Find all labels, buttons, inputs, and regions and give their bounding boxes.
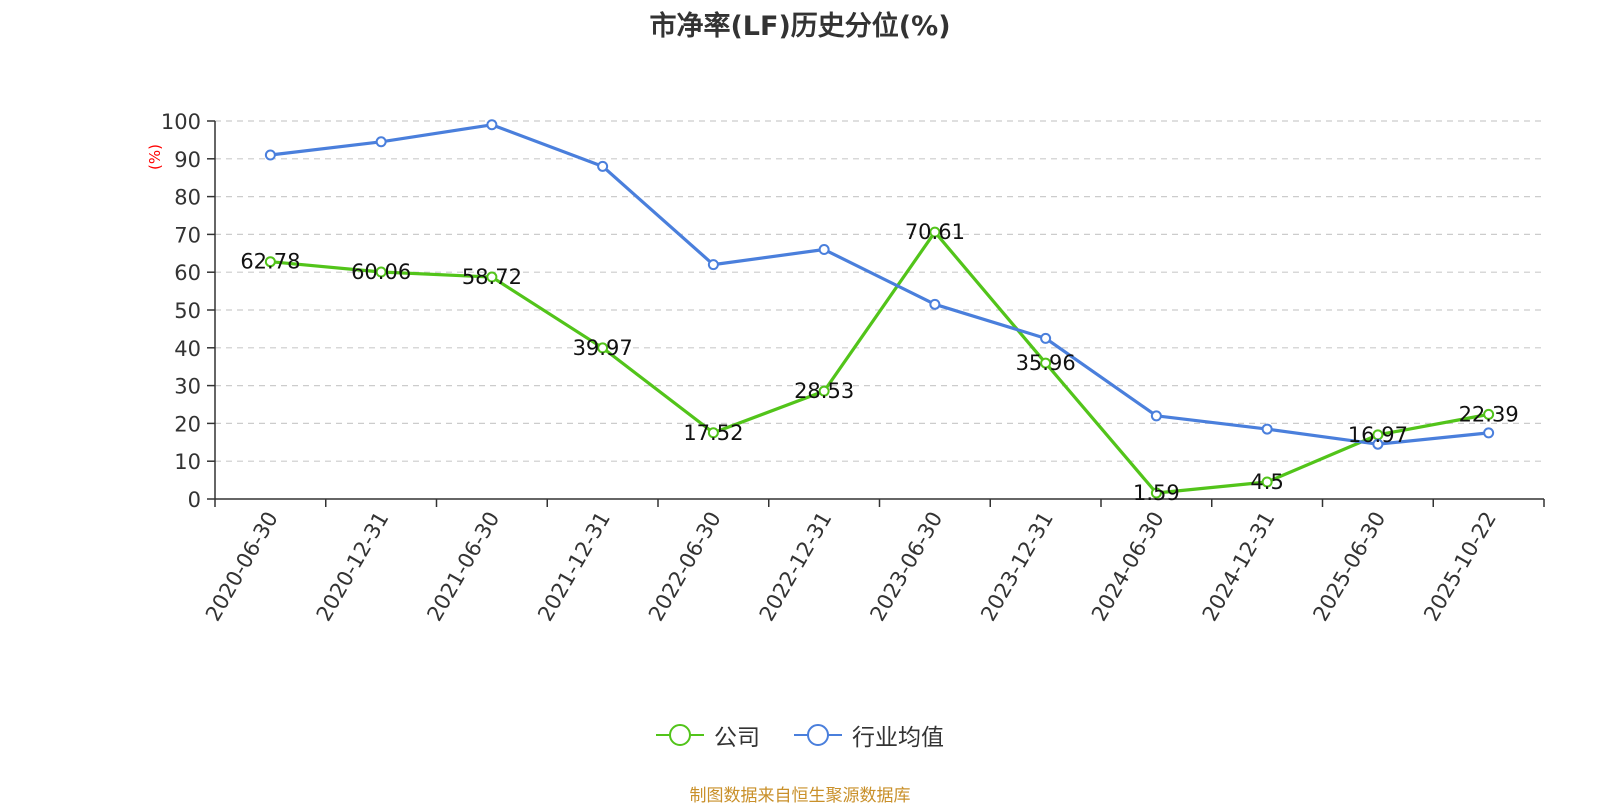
data-label: 62.78	[240, 250, 300, 274]
x-tick-label: 2022-06-30	[644, 508, 726, 626]
x-tick-label: 2024-06-30	[1087, 508, 1169, 626]
series-group	[264, 119, 1495, 499]
legend-marker-icon	[794, 724, 842, 746]
y-tick-label: 20	[174, 412, 201, 436]
y-tick-label: 30	[174, 375, 201, 399]
x-tick-label: 2025-06-30	[1308, 508, 1390, 626]
x-tick-label: 2025-10-22	[1419, 508, 1501, 626]
data-point	[929, 226, 941, 238]
data-point	[375, 266, 387, 278]
data-point	[1261, 423, 1273, 435]
y-tick-label: 100	[161, 110, 201, 134]
data-point	[707, 427, 719, 439]
y-tick-label: 50	[174, 299, 201, 323]
data-point	[264, 256, 276, 268]
x-tick-label: 2022-12-31	[755, 508, 837, 626]
x-tick-label: 2023-12-31	[976, 508, 1058, 626]
data-point	[1150, 487, 1162, 499]
x-tick-label: 2021-06-30	[422, 508, 504, 626]
data-point	[1040, 332, 1052, 344]
data-label: 58.72	[462, 265, 522, 289]
data-point	[486, 271, 498, 283]
data-label: 17.52	[683, 421, 743, 445]
data-point	[597, 160, 609, 172]
legend-marker-icon	[656, 724, 704, 746]
x-tick-label: 2024-12-31	[1198, 508, 1280, 626]
y-tick-label: 80	[174, 186, 201, 210]
data-point	[1372, 438, 1384, 450]
data-label: 70.61	[905, 220, 965, 244]
series-line	[270, 230, 1489, 495]
data-label: 35.96	[1016, 351, 1076, 375]
y-axis-label: (%)	[146, 144, 164, 170]
y-tick-label: 40	[174, 337, 201, 361]
data-labels: 62.78 60.06 58.72 39.97 17.52 28.53 70.61 35.96…	[240, 220, 1518, 505]
data-point	[597, 342, 609, 354]
legend-label: 行业均值	[852, 725, 944, 751]
data-label: 60.06	[351, 260, 411, 284]
data-point	[1150, 410, 1162, 422]
source-note: 制图数据来自恒生聚源数据库	[689, 786, 911, 806]
data-label: 22.39	[1459, 402, 1519, 426]
y-tick-label: 70	[174, 223, 201, 247]
series-line	[270, 123, 1489, 446]
axes: 0 10 20 30 40 50 60 70 80 90 100 2020-06-30 2020-12-…	[161, 110, 1545, 626]
data-point	[1483, 427, 1495, 439]
data-label: 39.97	[573, 336, 633, 360]
legend: 公司 行业均值	[0, 718, 1600, 752]
y-tick-label: 10	[174, 450, 201, 474]
data-point	[818, 385, 830, 397]
data-label: 16.97	[1348, 423, 1408, 447]
grid-lines	[215, 120, 1544, 462]
data-label: 1.59	[1133, 481, 1180, 505]
data-point	[486, 119, 498, 131]
data-point	[1483, 408, 1495, 420]
data-point	[1040, 357, 1052, 369]
x-tick-label: 2023-06-30	[865, 508, 947, 626]
data-point	[818, 244, 830, 256]
x-tick-label: 2020-06-30	[201, 508, 283, 626]
data-point	[375, 136, 387, 148]
chart-title: 市净率(LF)历史分位(%)	[649, 11, 951, 42]
data-point	[1261, 476, 1273, 488]
data-point	[929, 298, 941, 310]
data-label: 28.53	[794, 379, 854, 403]
y-tick-label: 90	[174, 148, 201, 172]
legend-item[interactable]: 公司	[656, 718, 760, 752]
legend-item[interactable]: 行业均值	[794, 718, 944, 752]
data-point	[264, 149, 276, 161]
data-point	[707, 259, 719, 271]
x-tick-label: 2020-12-31	[312, 508, 394, 626]
data-label: 4.5	[1250, 470, 1283, 494]
legend-label: 公司	[714, 725, 760, 751]
y-tick-label: 60	[174, 261, 201, 285]
x-tick-label: 2021-12-31	[533, 508, 615, 626]
y-tick-label: 0	[188, 488, 201, 512]
